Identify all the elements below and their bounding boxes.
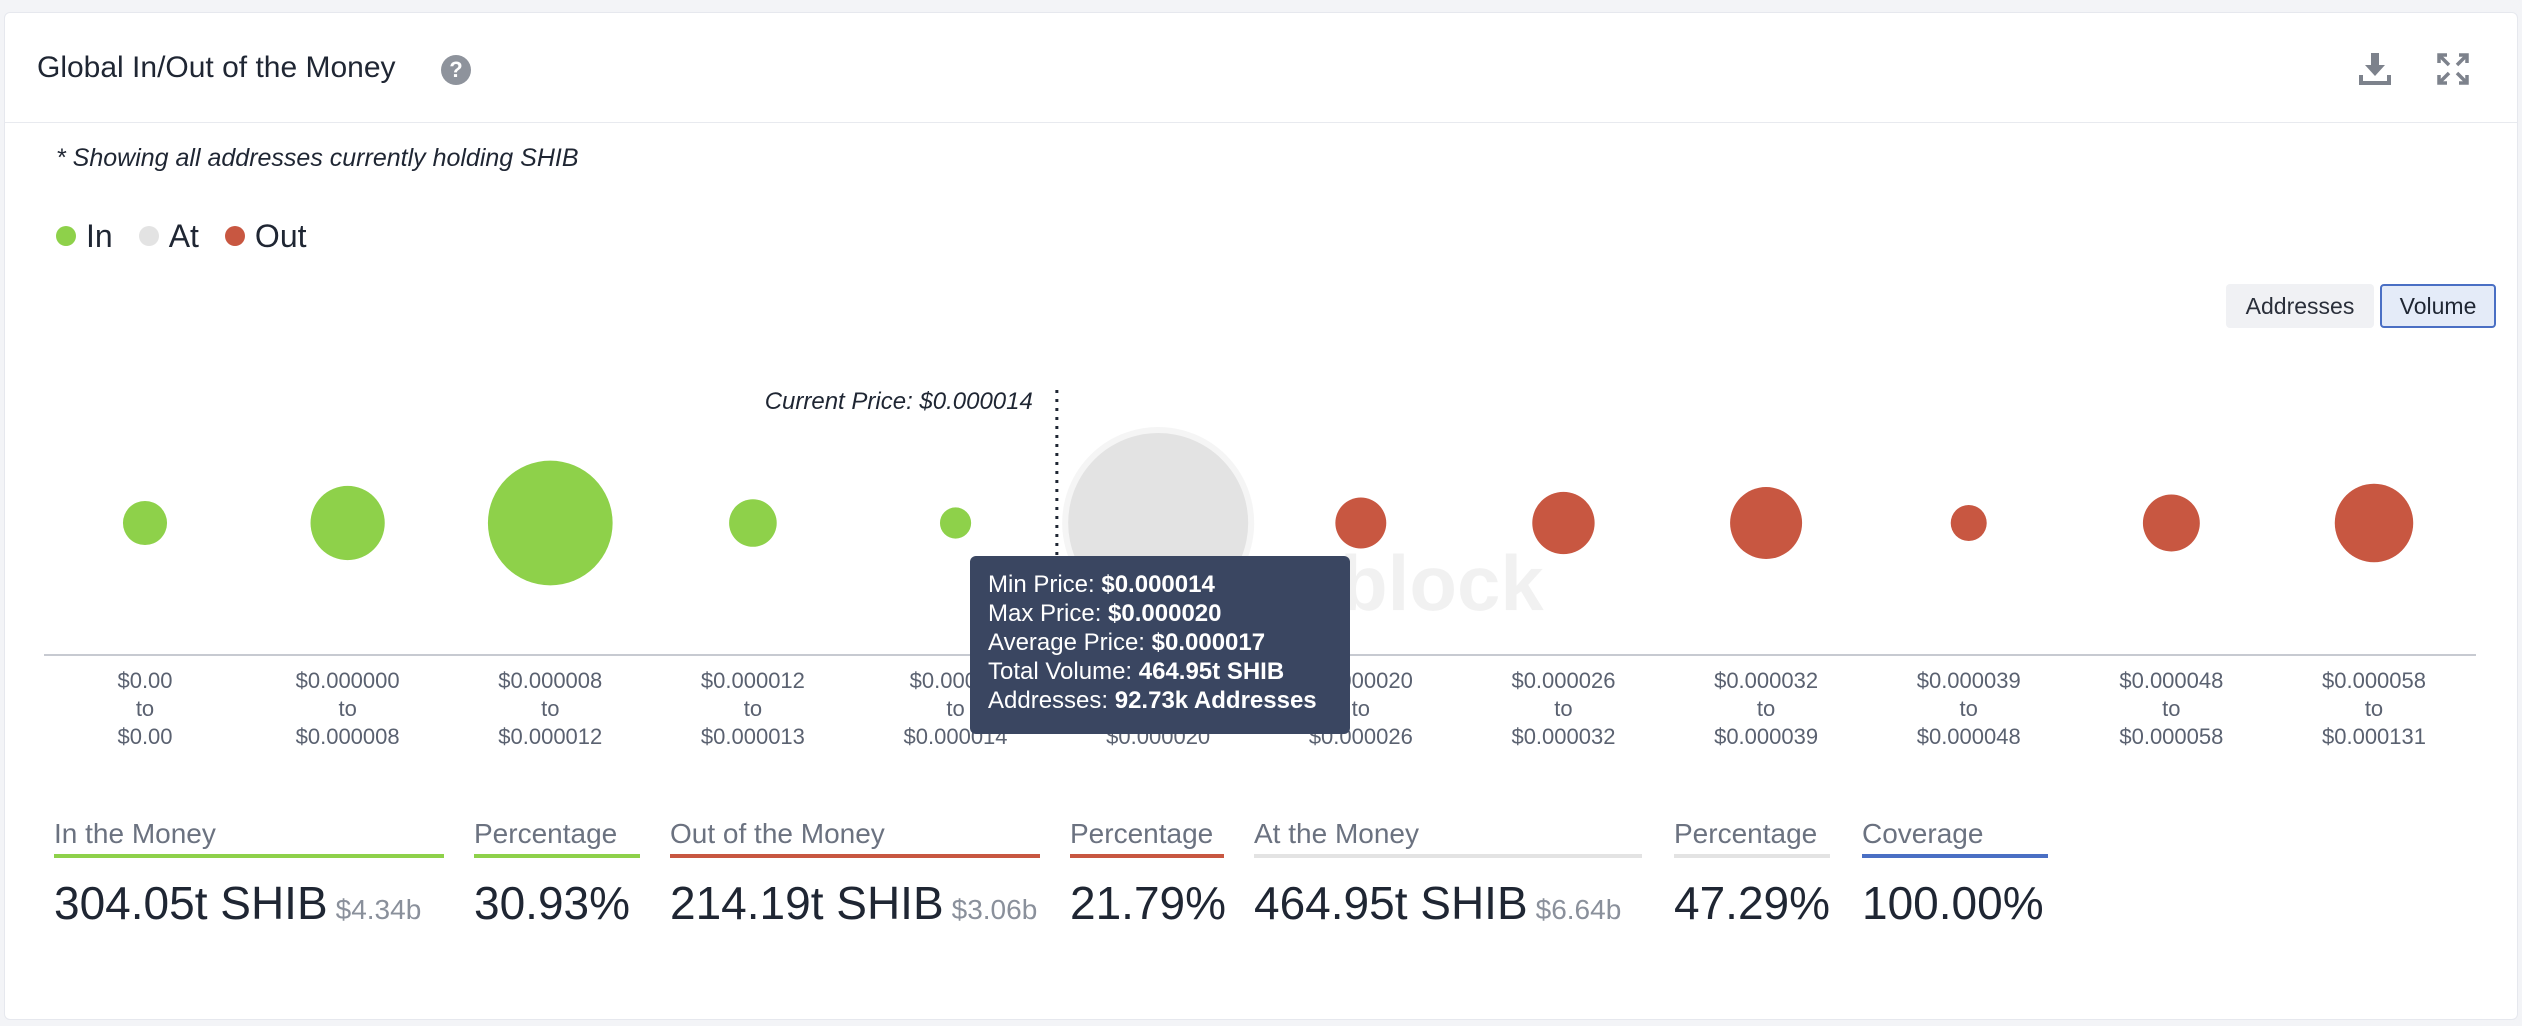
download-icon[interactable] [2355, 49, 2395, 89]
tick-label-11-0: $0.000058 [2322, 668, 2426, 693]
tick-label-7-2: $0.000032 [1511, 724, 1615, 749]
stat-out-of-the-money-label: Out of the Money [670, 818, 1040, 858]
tick-label-3-1: to [744, 696, 762, 721]
bubble-10 [2142, 494, 2200, 552]
bubble-8 [1730, 487, 1803, 559]
stat-at-percentage-label: Percentage [1674, 818, 1830, 858]
in-out-money-chart: block Current Price: $0.000014 $0.00 to $0.0… [44, 388, 2476, 749]
stat-in-the-money: In the Money 304.05t SHIB $4.34b [54, 818, 444, 930]
watermark-text: block [1340, 539, 1544, 627]
stat-in-percentage: Percentage 30.93% [474, 818, 640, 930]
current-price-label: Current Price: $0.000014 [765, 388, 1033, 415]
tick-label-10-1: to [2162, 696, 2180, 721]
tick-label-6-1: to [1352, 696, 1370, 721]
legend-label-out: Out [254, 217, 307, 254]
stat-in-the-money-label: In the Money [54, 818, 444, 858]
tick-label-9-2: $0.000048 [1917, 724, 2021, 749]
tick-label-1-0: $0.000000 [296, 668, 400, 693]
tick-label-8-1: to [1757, 696, 1775, 721]
tooltip-average-price: Average Price: $0.000017 [988, 629, 1266, 656]
tick-label-3-0: $0.000012 [701, 668, 805, 693]
tick-label-9-1: to [1960, 696, 1978, 721]
stat-coverage-label: Coverage [1862, 818, 2048, 858]
tick-label-0-2: $0.00 [117, 724, 172, 749]
stat-out-percentage-label: Percentage [1070, 818, 1224, 858]
tick-label-8-0: $0.000032 [1714, 668, 1818, 693]
tick-label-7-0: $0.000026 [1511, 668, 1615, 693]
legend-dot-in [56, 226, 76, 246]
stat-in-the-money-value: 304.05t SHIB $4.34b [54, 877, 422, 929]
tick-label-10-2: $0.000058 [2119, 724, 2223, 749]
tick-label-3-2: $0.000013 [701, 724, 805, 749]
stat-out-percentage-value: 21.79% [1070, 877, 1227, 929]
addresses-toggle-button[interactable]: Addresses [2226, 284, 2374, 328]
tooltip-min-price: Min Price: $0.000014 [988, 571, 1215, 598]
bubble-7 [1532, 491, 1595, 555]
stat-at-the-money-label: At the Money [1254, 818, 1642, 858]
tick-label-2-1: to [541, 696, 559, 721]
tick-label-4-1: to [946, 696, 964, 721]
tooltip-max-price: Max Price: $0.000020 [988, 600, 1222, 627]
tick-label-0-0: $0.00 [117, 668, 172, 693]
tick-label-2-2: $0.000012 [498, 724, 602, 749]
stat-out-of-the-money-value: 214.19t SHIB $3.06b [670, 877, 1038, 929]
stat-out-of-the-money: Out of the Money 214.19t SHIB $3.06b [670, 818, 1040, 930]
tick-label-7-1: to [1554, 696, 1572, 721]
stat-at-the-money: At the Money 464.95t SHIB $6.64b [1254, 818, 1642, 930]
tick-label-11-1: to [2365, 696, 2383, 721]
stat-at-percentage: Percentage 47.29% [1674, 818, 1830, 930]
bubble-6 [1335, 497, 1387, 549]
legend-label-in: In [86, 217, 113, 254]
bubble-9 [1950, 505, 1987, 541]
legend-item-in[interactable]: In [56, 218, 113, 255]
bubble-1 [310, 485, 385, 561]
bubble-4 [939, 507, 972, 539]
bubble-11 [2334, 483, 2414, 563]
legend: In At Out [56, 216, 333, 256]
page-title: Global In/Out of the Money [37, 51, 396, 84]
legend-item-at[interactable]: At [138, 217, 199, 255]
bubble-3 [729, 499, 777, 547]
bubble-0 [122, 500, 168, 546]
help-icon[interactable]: ? [441, 55, 471, 85]
stat-at-the-money-value: 464.95t SHIB $6.64b [1254, 877, 1622, 929]
stat-at-percentage-value: 47.29% [1674, 877, 1831, 929]
legend-dot-at [138, 226, 159, 246]
stat-in-percentage-label: Percentage [474, 818, 640, 858]
bucket-tooltip: Min Price: $0.000014 Max Price: $0.00002… [970, 556, 1350, 734]
widget-card: Global In/Out of the Money ? [4, 12, 2518, 1020]
card-header: Global In/Out of the Money ? [5, 13, 2517, 123]
tick-label-1-1: to [338, 696, 356, 721]
tooltip-addresses: Addresses: 92.73k Addresses [988, 687, 1317, 714]
stat-coverage-value: 100.00% [1862, 877, 2044, 929]
tick-label-9-0: $0.000039 [1917, 668, 2021, 693]
tooltip-total-volume: Total Volume: 464.95t SHIB [988, 658, 1285, 685]
expand-icon[interactable] [2433, 49, 2473, 89]
tick-label-1-2: $0.000008 [296, 724, 400, 749]
tick-label-8-2: $0.000039 [1714, 724, 1818, 749]
tick-label-11-2: $0.000131 [2322, 724, 2426, 749]
stat-out-percentage: Percentage 21.79% [1070, 818, 1227, 930]
bubble-2 [487, 460, 613, 586]
volume-toggle-button[interactable]: Volume [2380, 284, 2496, 328]
tick-label-0-1: to [136, 696, 154, 721]
legend-item-out[interactable]: Out [224, 217, 307, 255]
legend-label-at: At [168, 217, 199, 254]
holding-note: * Showing all addresses currently holdin… [56, 144, 579, 172]
legend-dot-out [224, 226, 245, 246]
tick-label-10-0: $0.000048 [2119, 668, 2223, 693]
stat-in-percentage-value: 30.93% [474, 877, 631, 929]
tick-label-2-0: $0.000008 [498, 668, 602, 693]
stat-coverage: Coverage 100.00% [1862, 818, 2048, 930]
